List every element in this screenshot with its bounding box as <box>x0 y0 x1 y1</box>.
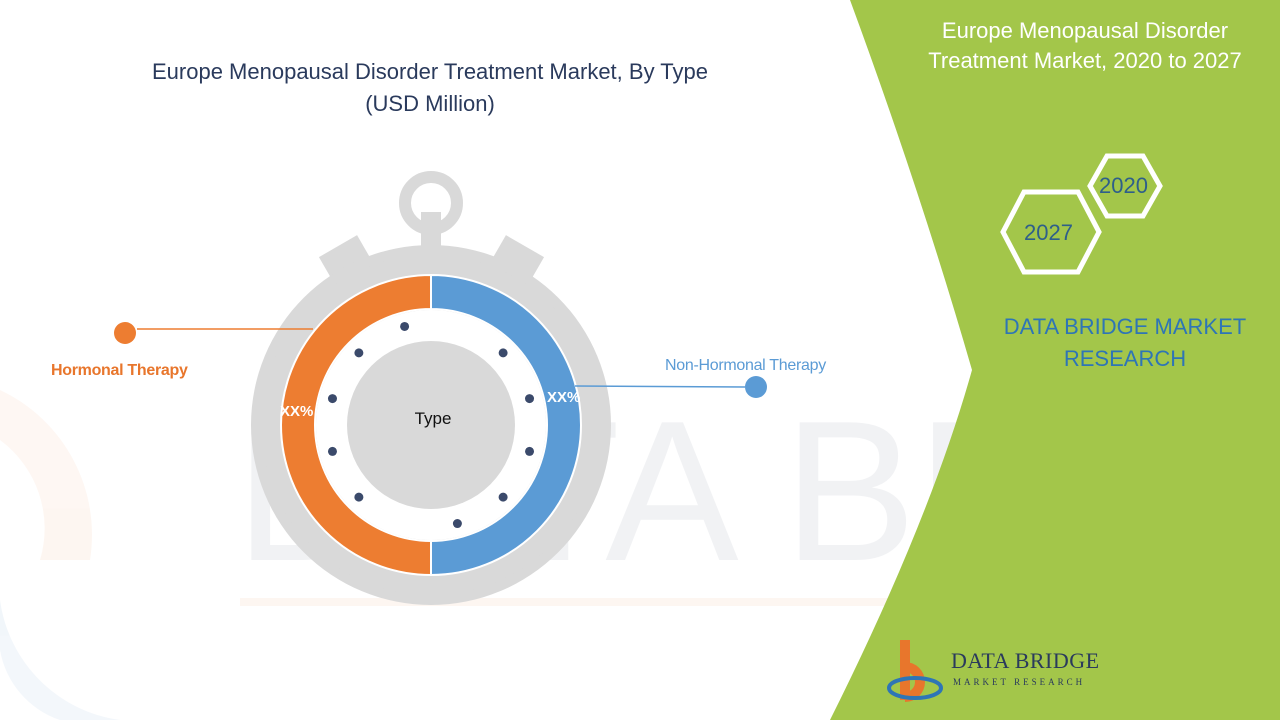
side-panel <box>830 0 1280 720</box>
chart-title-line1: Europe Menopausal Disorder Treatment Mar… <box>152 59 708 84</box>
brand-line1: DATA BRIDGE MARKET <box>1003 314 1247 339</box>
dial-dot <box>525 394 535 404</box>
side-title: Europe Menopausal Disorder Treatment Mar… <box>890 16 1280 76</box>
side-title-line1: Europe Menopausal Disorder <box>941 18 1229 43</box>
donut-segment-hormonal-therapy <box>280 273 432 577</box>
donut-center-label: Type <box>414 409 452 428</box>
donut-chart <box>280 273 582 577</box>
dial-dot <box>354 492 364 502</box>
chart-title: Europe Menopausal Disorder Treatment Mar… <box>110 56 750 120</box>
dial-dot <box>327 394 337 404</box>
donut-segment-non-hormonal-therapy <box>430 273 582 577</box>
logo-mark <box>887 640 943 702</box>
dial-dot <box>400 321 410 331</box>
data-label-non-hormonal: XX% <box>547 389 581 406</box>
leader-non-hormonal <box>574 376 767 398</box>
data-label-hormonal: XX% <box>280 403 314 420</box>
year-start: 2020 <box>1099 173 1148 198</box>
hexagon-2027 <box>1000 189 1102 275</box>
legend-label-non-hormonal: Non-Hormonal Therapy <box>665 357 826 374</box>
legend-label-hormonal: Hormonal Therapy <box>51 362 188 379</box>
marker-non-hormonal <box>745 376 767 398</box>
side-title-line2: Treatment Market, 2020 to 2027 <box>928 48 1242 73</box>
year-end: 2027 <box>1024 220 1073 245</box>
hexagon-2020 <box>1087 153 1163 219</box>
dial-dot <box>525 446 535 456</box>
logo-name: DATA BRIDGE <box>951 648 1100 673</box>
marker-hormonal <box>114 322 136 344</box>
dial-dot <box>327 446 337 456</box>
dial-dots <box>327 321 535 529</box>
dial-dot <box>498 492 508 502</box>
dial-center <box>347 341 515 509</box>
chart-title-line2: (USD Million) <box>365 91 495 116</box>
dial-dot <box>452 519 462 529</box>
brand-text: DATA BRIDGE MARKET RESEARCH <box>990 311 1260 375</box>
dial-dot <box>354 348 364 358</box>
dial-dot <box>498 348 508 358</box>
brand-line2: RESEARCH <box>1063 346 1187 371</box>
leader-hormonal <box>114 322 313 344</box>
logo-tagline: MARKET RESEARCH <box>953 677 1086 687</box>
